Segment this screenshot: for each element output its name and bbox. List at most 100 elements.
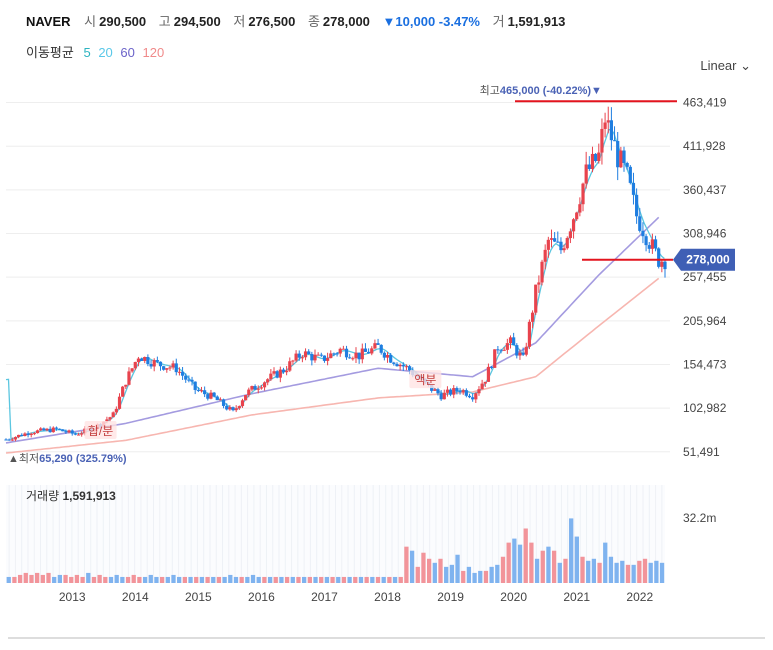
candle-body (644, 236, 648, 246)
volume-bar (86, 572, 91, 583)
candle-body (133, 362, 137, 369)
candle-body (540, 261, 544, 283)
ma-120-label[interactable]: 120 (142, 45, 165, 60)
candle-body (505, 343, 509, 350)
ma-5-label[interactable]: 5 (83, 45, 91, 60)
volume-bar (449, 564, 455, 583)
candle-body (351, 358, 355, 360)
volume-bar (17, 574, 23, 583)
candle-body (316, 354, 320, 356)
current-price-value: 278,000 (686, 253, 730, 267)
volume-bar (171, 574, 176, 583)
candle-body (124, 384, 128, 387)
candle-body (556, 241, 560, 243)
candle-body (638, 216, 642, 231)
close-value: 278,000 (322, 14, 370, 29)
volume-bar (57, 574, 63, 583)
x-tick-label: 2020 (500, 590, 527, 604)
volume-bar (228, 574, 233, 583)
candle-body (477, 389, 481, 394)
y-tick-label: 463,419 (683, 96, 727, 110)
candle-body (143, 357, 147, 361)
candle-body (303, 351, 308, 358)
volume-bar (478, 570, 483, 583)
candle-body (240, 400, 245, 407)
volume-bar (631, 564, 636, 583)
candle-body (139, 358, 144, 361)
volume-bar (659, 562, 665, 583)
candle-body (256, 388, 260, 390)
candle-body (206, 394, 210, 399)
volume-bar (472, 572, 477, 583)
ma-60-label[interactable]: 60 (120, 45, 135, 60)
candle-body (17, 434, 21, 438)
candle-body (527, 321, 532, 347)
ma-5-line (5, 128, 665, 440)
volume-bar (654, 560, 659, 583)
candle-body (612, 140, 617, 142)
x-tick-label: 2017 (311, 590, 338, 604)
candle-body (212, 392, 216, 397)
candle-body (657, 248, 661, 267)
candle-body (187, 379, 191, 381)
volume-bar (63, 574, 68, 583)
volume-bar (455, 554, 460, 583)
volume-bar (614, 562, 619, 583)
moving-average-legend[interactable]: 이동평균 5 20 60 120 (26, 42, 168, 61)
candle-body (565, 238, 569, 249)
y-tick-label: 411,928 (683, 139, 726, 153)
candle-body (663, 261, 667, 270)
volume-bar (125, 576, 131, 583)
candle-body (641, 230, 645, 237)
candle-body (35, 430, 40, 434)
candle-body (376, 343, 380, 345)
candle-body (278, 369, 282, 378)
volume-bar (307, 576, 312, 583)
candle-body (344, 348, 349, 358)
candle-body (80, 433, 84, 435)
candle-body (363, 348, 368, 352)
volume-bar (426, 558, 432, 583)
candle-body (64, 431, 68, 433)
volume-bar (461, 570, 466, 583)
candle-body (332, 353, 336, 355)
volume-bar (370, 576, 375, 583)
ma-20-label[interactable]: 20 (98, 45, 113, 60)
candle-body (553, 238, 557, 242)
candle-body (581, 183, 585, 205)
volume-bar (250, 574, 256, 583)
volume-bar (120, 576, 125, 583)
volume-bar (444, 566, 449, 583)
volume-bar (438, 558, 443, 583)
candle-body (483, 381, 487, 384)
candle-body (310, 354, 314, 361)
candle-body (609, 120, 613, 141)
volume-bar (557, 562, 562, 583)
candle-body (146, 357, 150, 365)
candle-body (4, 439, 8, 441)
change-value: ▼10,000 -3.47% (382, 14, 480, 29)
candle-body (534, 284, 538, 313)
candle-body (461, 390, 465, 393)
scale-dropdown[interactable]: Linear ⌄ (700, 58, 751, 73)
candle-body (121, 386, 125, 397)
max-price-label: 최고465,000 (-40.22%)▼ (480, 84, 602, 97)
close-label: 종 (307, 14, 320, 29)
candle-body (313, 354, 317, 361)
candle-body (42, 428, 46, 431)
y-tick-label: 308,946 (683, 227, 727, 241)
candle-body (215, 396, 219, 401)
candle-body (234, 408, 238, 411)
candle-body (288, 361, 292, 371)
candle-body (180, 371, 185, 376)
candle-body (61, 429, 65, 432)
candle-body (152, 360, 156, 367)
volume-bar (620, 560, 625, 583)
candle-body (354, 352, 358, 359)
candle-body (136, 358, 141, 363)
candle-body (272, 371, 276, 374)
x-tick-label: 2022 (626, 590, 653, 604)
candle-body (266, 379, 270, 383)
candle-body (231, 407, 235, 411)
